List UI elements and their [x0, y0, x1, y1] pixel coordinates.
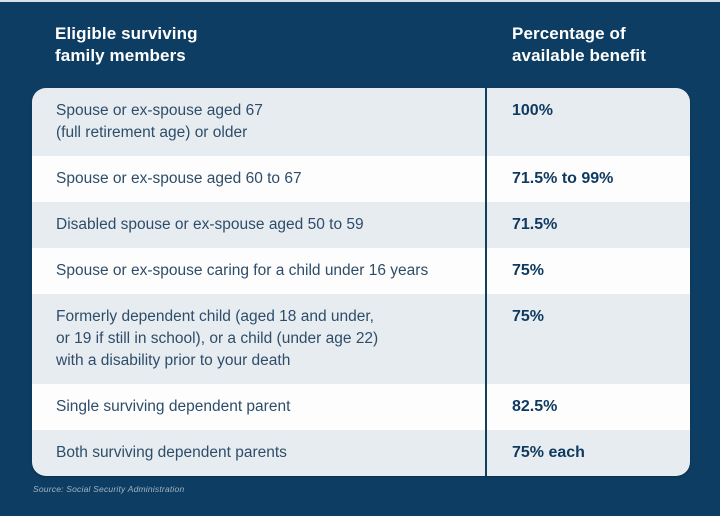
benefit-column-title: Percentage of available benefit — [512, 24, 646, 65]
top-edge-divider — [0, 0, 720, 2]
benefit-cell: 82.5% — [485, 384, 690, 430]
table-row: Both surviving dependent parents 75% eac… — [32, 430, 690, 476]
table-row: Formerly dependent child (aged 18 and un… — [32, 294, 690, 384]
member-cell: Spouse or ex-spouse aged 60 to 67 — [56, 170, 302, 187]
benefit-cell: 100% — [485, 88, 690, 156]
benefit-cell: 71.5% to 99% — [485, 156, 690, 202]
benefit-table: Spouse or ex-spouse aged 67 (full retire… — [32, 88, 690, 476]
table-row: Spouse or ex-spouse caring for a child u… — [32, 248, 690, 294]
table-row: Spouse or ex-spouse aged 60 to 67 71.5% … — [32, 156, 690, 202]
member-cell: Both surviving dependent parents — [56, 444, 287, 461]
member-cell: Spouse or ex-spouse aged 67 (full retire… — [56, 102, 263, 141]
members-column-title: Eligible surviving family members — [55, 24, 198, 65]
benefit-cell: 75% — [485, 248, 690, 294]
benefit-cell: 75% each — [485, 430, 690, 476]
table-row: Single surviving dependent parent 82.5% — [32, 384, 690, 430]
source-note: Source: Social Security Administration — [33, 484, 185, 494]
benefit-cell: 71.5% — [485, 202, 690, 248]
member-cell: Disabled spouse or ex-spouse aged 50 to … — [56, 216, 364, 233]
table-row: Spouse or ex-spouse aged 67 (full retire… — [32, 88, 690, 156]
member-cell: Formerly dependent child (aged 18 and un… — [56, 308, 379, 369]
member-cell: Spouse or ex-spouse caring for a child u… — [56, 262, 429, 279]
benefit-cell: 75% — [485, 294, 690, 384]
table-row: Disabled spouse or ex-spouse aged 50 to … — [32, 202, 690, 248]
member-cell: Single surviving dependent parent — [56, 398, 291, 415]
